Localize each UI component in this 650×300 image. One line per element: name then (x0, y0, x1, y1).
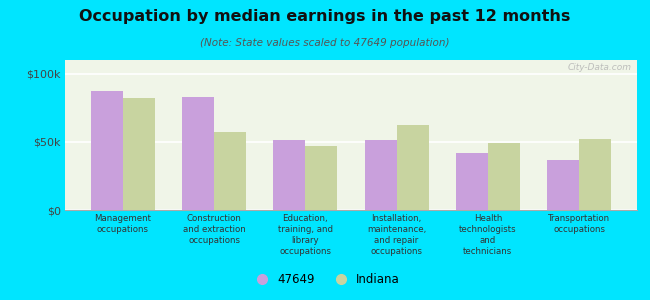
Bar (547, 160, 579, 210)
Text: Occupation by median earnings in the past 12 months: Occupation by median earnings in the pas… (79, 9, 571, 24)
Bar (306, 146, 337, 210)
Text: City-Data.com: City-Data.com (567, 63, 631, 72)
Bar (579, 139, 611, 210)
Bar (365, 140, 396, 210)
Text: (Note: State values scaled to 47649 population): (Note: State values scaled to 47649 popu… (200, 38, 450, 47)
Bar (274, 140, 305, 210)
Bar (182, 97, 214, 210)
Bar (456, 153, 488, 210)
Bar (123, 98, 155, 210)
Bar (214, 132, 246, 210)
Bar (488, 143, 520, 210)
Legend: 47649, Indiana: 47649, Indiana (246, 269, 404, 291)
Bar (91, 92, 123, 210)
Bar (396, 125, 428, 210)
